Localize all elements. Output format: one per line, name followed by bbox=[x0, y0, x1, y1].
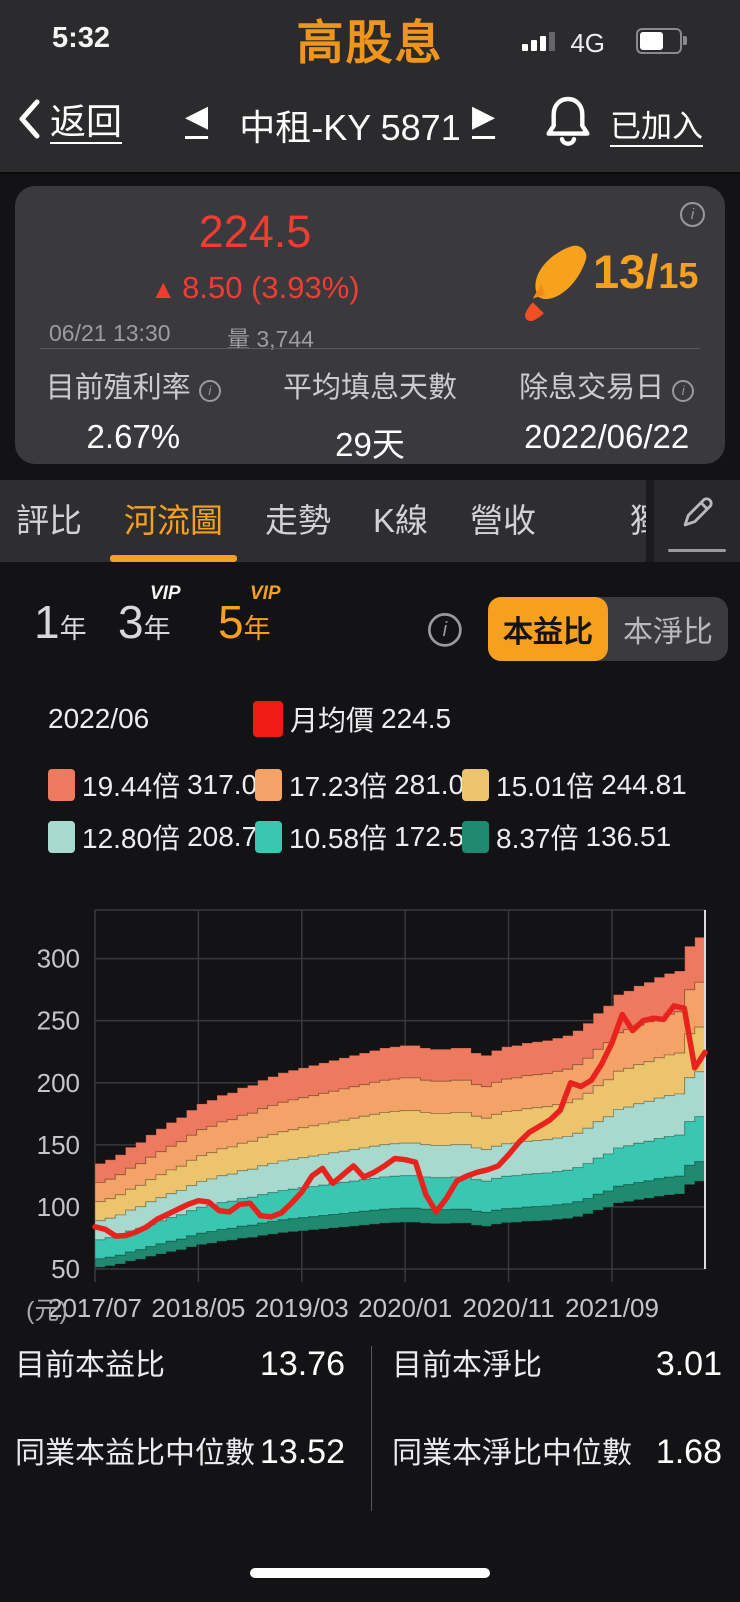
stat-peer-median-pe: 同業本益比中位數 13.52 bbox=[15, 1433, 345, 1471]
pencil-icon bbox=[683, 497, 713, 527]
svg-text:250: 250 bbox=[37, 1006, 80, 1036]
svg-text:2019/03: 2019/03 bbox=[255, 1293, 349, 1323]
stock-name[interactable]: 中租-KY 5871 bbox=[239, 107, 461, 148]
legend-band-3: 12.80倍 208.77 bbox=[48, 817, 273, 857]
stats-divider bbox=[371, 1346, 372, 1511]
app-title: 高股息 bbox=[296, 16, 444, 69]
tab-partial[interactable]: 獨 bbox=[630, 502, 650, 539]
legend-band-0: 19.44倍 317.07 bbox=[48, 765, 273, 805]
metric-toggle: 本益比 本淨比 bbox=[488, 597, 728, 661]
stat-fill-days: 平均填息天數 29天 bbox=[283, 372, 458, 463]
up-triangle-icon: ▲ bbox=[150, 274, 177, 304]
rocket-score: 13/15 bbox=[593, 245, 699, 298]
current-price: 224.5 bbox=[198, 206, 312, 257]
stat-peer-median-pb: 同業本淨比中位數 1.68 bbox=[392, 1433, 722, 1471]
stat-dividend-yield: 目前殖利率 2.67% bbox=[15, 364, 252, 466]
info-icon[interactable] bbox=[198, 379, 221, 402]
legend-band-5: 8.37倍 136.51 bbox=[462, 817, 671, 857]
legend-band-2: 15.01倍 244.81 bbox=[462, 765, 687, 805]
legend-swatch-red bbox=[253, 701, 283, 737]
chevron-left-icon bbox=[19, 99, 40, 139]
svg-text:2017/07: 2017/07 bbox=[48, 1293, 142, 1323]
period-row: 1年 3年 VIP 5年 VIP 本益比 本淨比 bbox=[0, 583, 740, 680]
legend-band-4: 10.58倍 172.56 bbox=[255, 817, 480, 857]
svg-text:2020/01: 2020/01 bbox=[358, 1293, 452, 1323]
volume: 量 3,744 bbox=[227, 326, 314, 352]
rocket-score-icon bbox=[515, 238, 595, 322]
tab-river-chart[interactable]: 河流圖 bbox=[110, 480, 237, 562]
vip-badge: VIP bbox=[249, 583, 281, 604]
tab-kline[interactable]: K線 bbox=[373, 502, 429, 539]
status-bar: 5:32 高股息 4G bbox=[0, 0, 740, 75]
battery-icon bbox=[636, 28, 687, 54]
next-stock-button[interactable]: ▶ bbox=[472, 100, 496, 133]
quote-timestamp: 06/21 13:30 bbox=[49, 320, 171, 346]
pencil-underline bbox=[668, 549, 726, 552]
svg-text:(元): (元) bbox=[26, 1297, 68, 1325]
price-change: ▲ 8.50 (3.93%) bbox=[150, 270, 360, 305]
toggle-pb-ratio[interactable]: 本淨比 bbox=[623, 616, 713, 649]
signal-strength-icon bbox=[522, 32, 555, 51]
svg-text:2020/11: 2020/11 bbox=[463, 1293, 555, 1323]
svg-text:300: 300 bbox=[37, 944, 80, 974]
edit-tabs-button[interactable] bbox=[654, 480, 740, 562]
back-label: 返回 bbox=[50, 101, 123, 142]
back-button[interactable]: 返回 bbox=[16, 93, 122, 145]
bell-icon bbox=[546, 96, 590, 146]
tab-bar: 評比 河流圖 走勢 K線 營收 獨 bbox=[0, 480, 740, 562]
nav-bar: 返回 ◀ 中租-KY 5871 ▶ 已加入 bbox=[0, 75, 740, 174]
joined-watchlist-button[interactable]: 已加入 bbox=[610, 109, 703, 144]
legend-price-series: 月均價 224.5 bbox=[253, 699, 451, 739]
period-5y[interactable]: 5年 VIP bbox=[218, 583, 281, 648]
quote-card: 224.5 ▲8.50 (3.93%) 06/21 13:30 量 3,744 … bbox=[15, 186, 725, 464]
stat-current-pb: 目前本淨比 3.01 bbox=[392, 1345, 722, 1383]
active-tab-underline bbox=[110, 555, 237, 562]
home-indicator[interactable] bbox=[250, 1568, 490, 1578]
clock-time: 5:32 bbox=[52, 22, 111, 54]
svg-text:150: 150 bbox=[37, 1130, 80, 1160]
chart-legend: 2022/06 月均價 224.5 19.44倍 317.07 17.23倍 28… bbox=[0, 695, 740, 855]
period-1y[interactable]: 1年 bbox=[34, 596, 87, 648]
tab-rating[interactable]: 評比 bbox=[16, 502, 82, 539]
stat-current-pe: 目前本益比 13.76 bbox=[15, 1345, 345, 1383]
legend-band-1: 17.23倍 281.02 bbox=[255, 765, 480, 805]
period-3y[interactable]: 3年 VIP bbox=[118, 583, 181, 648]
tab-revenue[interactable]: 營收 bbox=[470, 502, 537, 539]
period-info-icon[interactable] bbox=[428, 613, 462, 647]
svg-text:2021/09: 2021/09 bbox=[565, 1293, 659, 1323]
card-divider bbox=[40, 348, 700, 349]
svg-text:2018/05: 2018/05 bbox=[151, 1293, 245, 1323]
card-info-icon[interactable] bbox=[680, 202, 705, 227]
valuation-stats: 目前本益比 13.76 同業本益比中位數 13.52 目前本淨比 3.01 同業本淨比… bbox=[0, 1340, 740, 1520]
svg-text:50: 50 bbox=[51, 1254, 80, 1284]
vip-badge: VIP bbox=[149, 583, 181, 604]
prev-stock-button[interactable]: ◀ bbox=[185, 100, 209, 133]
pe-river-chart: 50 100 150 200 250 300 2017/07 2018/05 2019/03 20… bbox=[0, 855, 740, 1330]
stat-ex-dividend-date: 除息交易日 2022/06/22 bbox=[488, 364, 725, 466]
legend-current-month: 2022/06 bbox=[48, 703, 150, 734]
network-type-label: 4G bbox=[570, 28, 605, 58]
toggle-pe-ratio[interactable]: 本益比 bbox=[488, 597, 608, 661]
tab-trend[interactable]: 走勢 bbox=[265, 502, 331, 539]
info-icon[interactable] bbox=[672, 379, 695, 402]
svg-text:100: 100 bbox=[37, 1192, 80, 1222]
svg-text:200: 200 bbox=[37, 1068, 80, 1098]
notification-bell-button[interactable] bbox=[540, 93, 596, 153]
